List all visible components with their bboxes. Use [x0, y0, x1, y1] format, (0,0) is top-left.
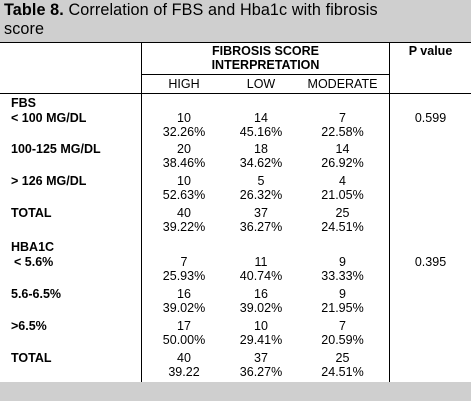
top-rule: [0, 42, 471, 43]
hba1c-row-label: 5.6-6.5%: [11, 287, 62, 301]
fbs-high-count: 10: [177, 174, 191, 188]
bottom-band: [0, 382, 471, 401]
hba1c-moderate-count: 7: [339, 319, 346, 333]
fbs-high-count: 20: [177, 142, 191, 156]
col-high-header: HIGH: [168, 77, 200, 91]
hba1c-high-percent: 39.22: [168, 365, 200, 379]
fbs-high-percent: 38.46%: [162, 156, 206, 170]
fbs-low-count: 18: [254, 142, 268, 156]
col-moderate-header: MODERATE: [307, 77, 378, 91]
hba1c-high-count: 17: [177, 319, 191, 333]
fbs-row-label: < 100 MG/DL: [11, 111, 87, 125]
fbs-moderate-percent: 22.58%: [321, 125, 364, 139]
fbs-moderate-percent: 21.05%: [321, 188, 364, 202]
fbs-low-count: 14: [254, 111, 268, 125]
column-divider-left: [141, 42, 142, 382]
column-divider-right: [389, 42, 390, 382]
hba1c-moderate-count: 25: [335, 351, 350, 365]
hba1c-low-percent: 36.27%: [239, 365, 283, 379]
fbs-row-label: 100-125 MG/DL: [11, 142, 101, 156]
fbs-row-label: > 126 MG/DL: [11, 174, 87, 188]
fbs-low-percent: 26.32%: [239, 188, 283, 202]
hba1c-row-label: < 5.6%: [14, 255, 54, 269]
fbs-p-value: 0.599: [414, 111, 447, 125]
fbs-moderate-count: 4: [339, 174, 346, 188]
col-low-header: LOW: [246, 77, 276, 91]
fbs-moderate-count: 25: [335, 206, 350, 220]
hba1c-high-count: 40: [177, 351, 191, 365]
fbs-moderate-percent: 26.92%: [321, 156, 364, 170]
hba1c-high-count: 7: [180, 255, 188, 269]
header-bottom-rule: [0, 93, 471, 94]
fbs-low-percent: 34.62%: [239, 156, 283, 170]
table-title-line2: score: [4, 20, 45, 38]
fbs-high-count: 40: [177, 206, 191, 220]
hba1c-row-label: TOTAL: [11, 351, 52, 365]
hba1c-row-label: >6.5%: [11, 319, 47, 333]
table-title-text: Correlation of FBS and Hba1c with fibros…: [68, 1, 378, 19]
hba1c-low-percent: 40.74%: [239, 269, 283, 283]
hba1c-p-value: 0.395: [414, 255, 447, 269]
hba1c-low-count: 16: [254, 287, 268, 301]
group-header-line2: INTERPRETATION: [211, 58, 320, 72]
hba1c-high-percent: 50.00%: [162, 333, 206, 347]
hba1c-high-count: 16: [177, 287, 191, 301]
hba1c-moderate-percent: 21.95%: [321, 301, 364, 315]
hba1c-high-percent: 39.02%: [162, 301, 206, 315]
fbs-high-count: 10: [177, 111, 191, 125]
fbs-moderate-count: 14: [335, 142, 350, 156]
title-band: [0, 0, 471, 42]
hba1c-moderate-count: 9: [339, 255, 346, 269]
group-header-line1: FIBROSIS SCORE: [212, 44, 319, 58]
fbs-high-percent: 39.22%: [162, 220, 206, 234]
fbs-low-percent: 36.27%: [239, 220, 283, 234]
fbs-high-percent: 52.63%: [162, 188, 206, 202]
hba1c-moderate-percent: 33.33%: [321, 269, 364, 283]
hba1c-moderate-percent: 24.51%: [321, 365, 364, 379]
hba1c-low-percent: 29.41%: [239, 333, 283, 347]
fbs-section-label: FBS: [11, 96, 36, 110]
hba1c-low-count: 11: [254, 255, 268, 269]
table-title: Table 8. Correlation of FBS and Hba1c wi…: [4, 1, 466, 39]
hba1c-low-count: 10: [254, 319, 268, 333]
hba1c-section-label: HBA1C: [11, 240, 55, 254]
hba1c-moderate-percent: 20.59%: [321, 333, 364, 347]
hba1c-low-percent: 39.02%: [239, 301, 283, 315]
group-header-rule: [142, 74, 389, 75]
fbs-moderate-percent: 24.51%: [321, 220, 364, 234]
fbs-row-label: TOTAL: [11, 206, 52, 220]
fbs-moderate-count: 7: [339, 111, 346, 125]
fbs-high-percent: 32.26%: [162, 125, 206, 139]
hba1c-moderate-count: 9: [339, 287, 346, 301]
fbs-low-count: 5: [257, 174, 265, 188]
hba1c-high-percent: 25.93%: [162, 269, 206, 283]
fbs-low-count: 37: [254, 206, 268, 220]
hba1c-low-count: 37: [254, 351, 268, 365]
p-value-header: P value: [408, 44, 453, 58]
fbs-low-percent: 45.16%: [239, 125, 283, 139]
table-number: Table 8.: [4, 1, 64, 19]
